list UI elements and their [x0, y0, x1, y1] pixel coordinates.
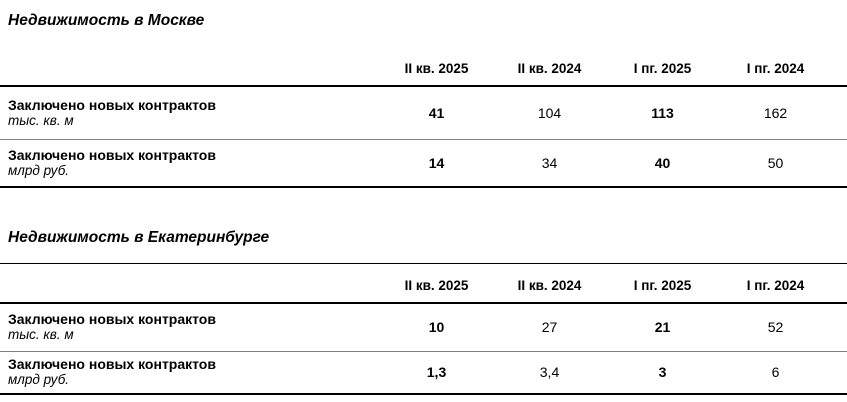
- cell-value: 162: [763, 104, 788, 121]
- column-header-q2-2024: II кв. 2024: [493, 263, 606, 304]
- cell-value: 104: [537, 104, 562, 121]
- row-filler: [832, 303, 847, 351]
- row-filler: [832, 351, 847, 394]
- row-label-cell: Заключено новых контрактов млрд руб.: [0, 351, 380, 394]
- cell-value: 14: [428, 154, 445, 171]
- row-unit: тыс. кв. м: [8, 112, 74, 128]
- row-label: Заключено новых контрактов: [8, 311, 216, 328]
- cell-value: 41: [428, 104, 445, 121]
- cell-value: 50: [767, 154, 784, 171]
- header-filler: [832, 30, 847, 87]
- cell-value: 113: [651, 104, 674, 121]
- cell-value: 21: [654, 319, 671, 336]
- section-moscow: Недвижимость в Москве II кв. 2025 II кв.…: [0, 11, 847, 188]
- column-header-q2-2025: II кв. 2025: [380, 30, 493, 87]
- column-header-h1-2024: I пг. 2024: [719, 263, 832, 304]
- header-spacer: [0, 263, 380, 304]
- column-header-q2-2024: II кв. 2024: [493, 30, 606, 87]
- row-filler: [832, 139, 847, 187]
- row-unit: тыс. кв. м: [8, 327, 74, 343]
- section-title-moscow: Недвижимость в Москве: [8, 12, 205, 29]
- table-row-contracts-rub: Заключено новых контрактов млрд руб. 1,3…: [0, 351, 847, 394]
- cell-value: 40: [654, 154, 671, 171]
- column-header-h1-2025: I пг. 2025: [606, 263, 719, 304]
- row-unit: млрд руб.: [8, 372, 70, 388]
- row-label-cell: Заключено новых контрактов млрд руб.: [0, 139, 380, 187]
- table-row-contracts-area: Заключено новых контрактов тыс. кв. м 41…: [0, 86, 847, 139]
- cell-value: 3: [658, 364, 667, 381]
- section-ekaterinburg: Недвижимость в Екатеринбурге II кв. 2025…: [0, 228, 847, 395]
- row-label: Заключено новых контрактов: [8, 146, 216, 163]
- header-spacer: [0, 30, 380, 87]
- table-row-contracts-rub: Заключено новых контрактов млрд руб. 14 …: [0, 139, 847, 187]
- ekaterinburg-table: II кв. 2025 II кв. 2024 I пг. 2025 I пг.…: [0, 263, 847, 395]
- table-header-row: II кв. 2025 II кв. 2024 I пг. 2025 I пг.…: [0, 30, 847, 87]
- column-header-h1-2024: I пг. 2024: [719, 30, 832, 87]
- row-filler: [832, 86, 847, 139]
- table-header-row: II кв. 2025 II кв. 2024 I пг. 2025 I пг.…: [0, 263, 847, 304]
- column-header-q2-2025: II кв. 2025: [380, 263, 493, 304]
- cell-value: 34: [541, 154, 558, 171]
- cell-value: 3,4: [539, 364, 560, 381]
- row-label-cell: Заключено новых контрактов тыс. кв. м: [0, 303, 380, 351]
- cell-value: 52: [767, 319, 784, 336]
- row-unit: млрд руб.: [8, 162, 70, 178]
- table-row-contracts-area: Заключено новых контрактов тыс. кв. м 10…: [0, 303, 847, 351]
- column-header-h1-2025: I пг. 2025: [606, 30, 719, 87]
- cell-value: 1,3: [426, 364, 447, 381]
- row-label: Заключено новых контрактов: [8, 356, 216, 373]
- row-label-cell: Заключено новых контрактов тыс. кв. м: [0, 86, 380, 139]
- header-filler: [832, 263, 847, 304]
- cell-value: 27: [541, 319, 558, 336]
- row-label: Заключено новых контрактов: [8, 96, 216, 113]
- moscow-table: II кв. 2025 II кв. 2024 I пг. 2025 I пг.…: [0, 30, 847, 188]
- section-title-ekaterinburg: Недвижимость в Екатеринбурге: [8, 229, 270, 246]
- cell-value: 10: [428, 319, 445, 336]
- cell-value: 6: [771, 364, 780, 381]
